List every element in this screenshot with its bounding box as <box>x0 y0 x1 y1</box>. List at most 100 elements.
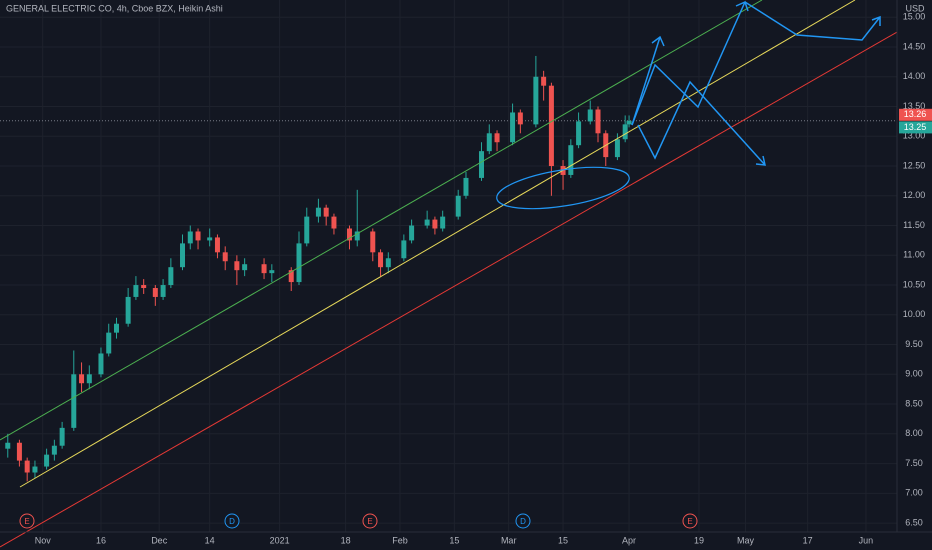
candle-body <box>296 243 302 283</box>
candle-body <box>548 85 554 167</box>
forecast-arrows <box>631 0 881 166</box>
y-tick-label: 11.50 <box>903 220 925 230</box>
candle-body <box>541 76 547 86</box>
candle-body <box>370 231 376 253</box>
y-tick-label: 11.00 <box>903 250 925 260</box>
candle-body <box>113 323 119 333</box>
arrow-head <box>871 15 881 26</box>
candle-body <box>125 296 131 324</box>
trend-line-lower <box>0 11 932 548</box>
arrow <box>631 36 661 126</box>
last-price-label: 13.26 <box>904 109 927 119</box>
ellipse <box>496 166 630 210</box>
candle-body <box>587 109 593 122</box>
y-tick-label: 14.50 <box>903 41 926 51</box>
candle-body <box>614 139 620 158</box>
trend-line-upper <box>0 0 763 441</box>
event-marker <box>515 513 531 529</box>
candle-body <box>385 258 391 268</box>
x-tick-label: Nov <box>35 535 52 545</box>
event-marker <box>362 513 378 529</box>
candle-body <box>98 353 104 375</box>
candle-body <box>479 151 485 178</box>
candle-body <box>401 240 407 259</box>
candle-body <box>568 145 574 175</box>
candle-body <box>533 76 539 125</box>
candle-body <box>71 374 77 428</box>
y-tick-label: 7.00 <box>905 488 923 498</box>
y-tick-label: 10.50 <box>903 279 926 289</box>
y-tick-label: 14.00 <box>903 71 926 81</box>
candle-body <box>5 442 11 449</box>
x-tick-label: 15 <box>558 535 568 545</box>
y-tick-label: 15.00 <box>903 12 926 22</box>
y-tick-label: 8.50 <box>905 398 923 408</box>
candle-body <box>455 195 461 217</box>
candle-body <box>234 261 240 271</box>
event-label: E <box>687 517 692 526</box>
candle-body <box>160 285 166 297</box>
y-tick-label: 9.50 <box>905 339 923 349</box>
event-marker <box>682 513 698 529</box>
y-tick-label: 9.00 <box>905 369 923 379</box>
chart-title: GENERAL ELECTRIC CO, 4h, Cboe BZX, Heiki… <box>6 3 223 13</box>
y-tick-label: 6.50 <box>905 517 923 527</box>
candle-body <box>168 267 174 286</box>
candle-body <box>323 207 329 217</box>
candle-body <box>32 466 38 473</box>
candle-body <box>331 216 337 229</box>
x-tick-label: Apr <box>622 535 636 545</box>
candle-body <box>494 133 500 143</box>
candle-body <box>440 216 446 229</box>
candle-body <box>463 177 469 196</box>
x-tick-label: 17 <box>803 535 813 545</box>
candle-body <box>622 124 628 140</box>
grid <box>0 0 897 532</box>
x-tick-label: 19 <box>694 535 704 545</box>
candle-body <box>424 219 430 226</box>
candle-body <box>222 252 228 262</box>
candle-body <box>288 270 294 283</box>
arrow <box>744 1 881 41</box>
candle-body <box>510 112 516 143</box>
candle-body <box>141 285 147 289</box>
candle-body <box>486 133 492 152</box>
y-tick-label: 13.00 <box>903 131 926 141</box>
candle-body <box>432 219 438 229</box>
x-tick-label: 18 <box>341 535 351 545</box>
last-price-label: 13.25 <box>904 122 927 132</box>
y-tick-label: 8.00 <box>905 428 923 438</box>
last-price-box <box>899 108 932 121</box>
candle-body <box>195 231 201 241</box>
candle-body <box>180 243 186 268</box>
x-tick-label: 16 <box>96 535 106 545</box>
candle-body <box>214 237 220 253</box>
candle-body <box>346 228 352 241</box>
arrow-head <box>755 155 766 166</box>
y-tick-label: 13.50 <box>903 101 926 111</box>
candle-body <box>79 374 85 384</box>
event-label: D <box>520 517 526 526</box>
candle-body <box>242 264 248 271</box>
arrow <box>631 1 746 126</box>
trend-line-middle <box>19 0 856 488</box>
y-tick-label: 12.00 <box>903 190 926 200</box>
x-tick-label: Dec <box>151 535 168 545</box>
candle-body <box>106 332 112 354</box>
candle-body <box>86 374 92 384</box>
currency-label: USD <box>905 3 925 13</box>
y-tick-label: 10.00 <box>903 309 926 319</box>
candle-body <box>626 120 632 125</box>
arrow <box>637 80 766 166</box>
candle-body <box>354 231 360 241</box>
candle-body <box>576 121 582 146</box>
candle-body <box>315 207 321 217</box>
candle-body <box>269 270 275 274</box>
event-label: E <box>24 517 29 526</box>
candle-body <box>595 109 601 134</box>
candle-body <box>304 216 310 244</box>
price-axis <box>897 0 932 550</box>
candle-body <box>44 454 50 467</box>
event-marker <box>224 513 240 529</box>
